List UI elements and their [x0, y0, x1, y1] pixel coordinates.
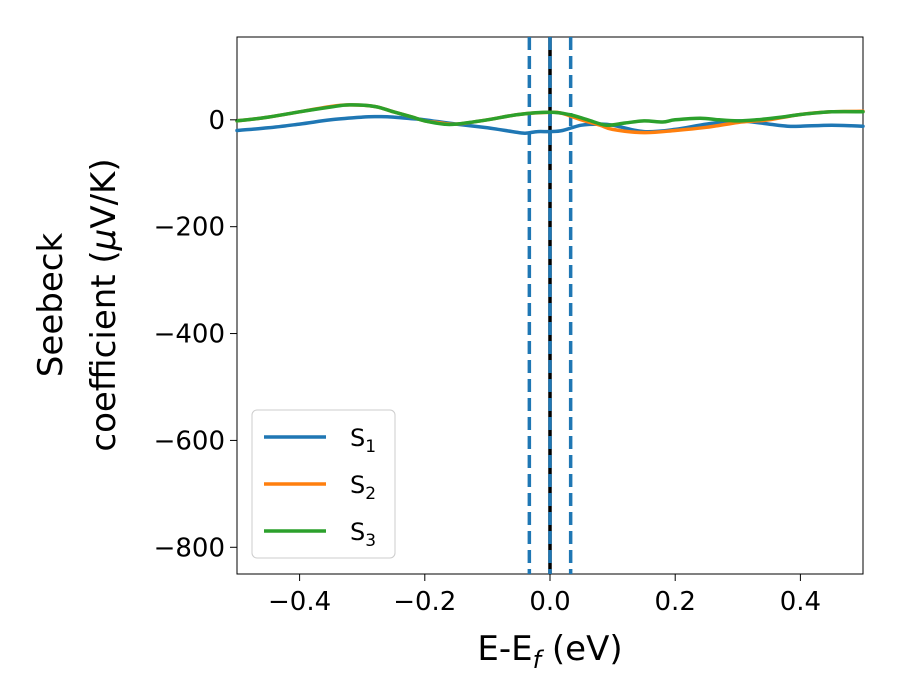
x-tick-label: 0.2 — [655, 587, 696, 617]
y-axis-label-line1: Seebeck — [31, 233, 71, 378]
legend-label-s3: S3 — [350, 518, 376, 551]
legend-label-s2: S2 — [350, 471, 376, 504]
legend: S1 S2 S3 — [251, 409, 396, 559]
series-line-s3 — [235, 103, 865, 128]
series-lines — [235, 103, 865, 135]
x-axis: −0.4 −0.2 0.0 0.2 0.4 — [268, 574, 821, 617]
x-axis-label-unit: (eV) — [541, 629, 623, 669]
reference-lines — [527, 37, 573, 574]
y-tick-label: 0 — [208, 106, 225, 136]
y-tick-label: −600 — [154, 426, 225, 456]
x-tick-label: 0.0 — [529, 587, 570, 617]
y-tick-label: −800 — [154, 533, 225, 563]
x-tick-label: 0.4 — [780, 587, 821, 617]
y-axis: 0 −200 −400 −600 −800 — [154, 106, 237, 563]
legend-label-s1: S1 — [350, 424, 376, 457]
y-tick-label: −400 — [154, 320, 225, 350]
y-axis-label: Seebeck coefficient (μV/K) — [31, 158, 124, 451]
x-tick-label: −0.2 — [393, 587, 456, 617]
y-tick-label: −200 — [154, 213, 225, 243]
plot-area — [235, 36, 865, 575]
y-axis-label-line2: coefficient (μV/K) — [84, 158, 124, 451]
x-axis-label: E-Ef (eV) — [477, 629, 622, 674]
x-tick-label: −0.4 — [268, 587, 331, 617]
series-line-s1 — [235, 114, 865, 135]
